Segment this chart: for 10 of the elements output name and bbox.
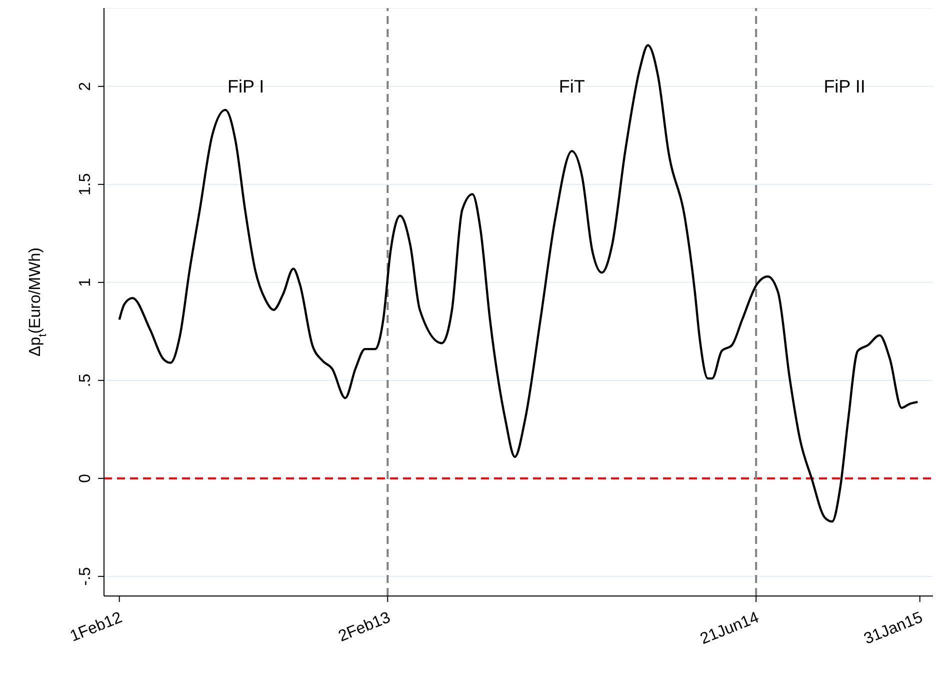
y-tick-label: 2 [77,82,94,91]
annotation: FiP I [227,76,264,96]
annotation: FiT [558,76,585,96]
y-tick-label: -.5 [77,566,94,586]
y-tick-label: .5 [77,374,94,388]
y-tick-label: 0 [77,474,94,483]
y-tick-label: 1 [77,278,94,287]
y-tick-label: 1.5 [77,173,94,196]
line-series [118,44,919,523]
annotation: FiP II [824,76,866,96]
